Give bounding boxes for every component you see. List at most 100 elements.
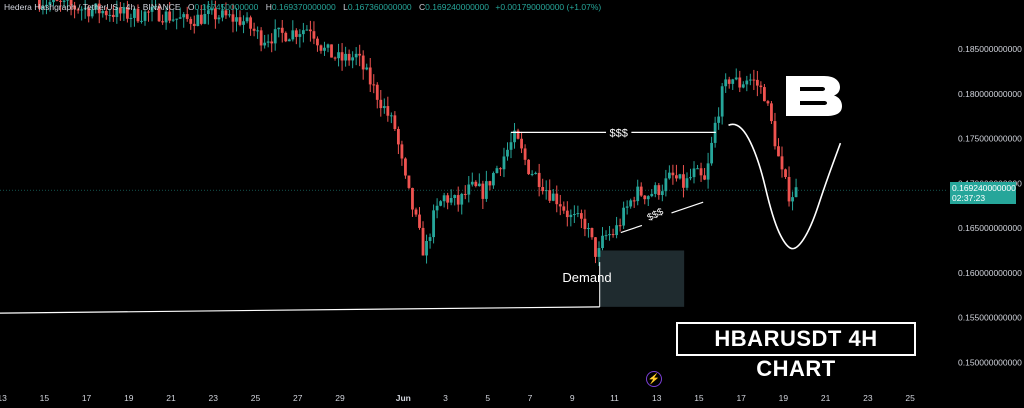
candle-body-79 xyxy=(316,38,319,46)
candle-body-94 xyxy=(368,67,372,85)
candle-body-143 xyxy=(541,187,545,192)
y-tick-label-0: 0.185000000000 xyxy=(958,44,1022,54)
candle-body-74 xyxy=(298,34,302,37)
candle-body-197 xyxy=(731,79,735,84)
high-label: H xyxy=(265,2,272,12)
candle-body-14 xyxy=(87,7,91,17)
candle-body-10 xyxy=(73,5,77,10)
candle-body-5 xyxy=(55,0,59,1)
candle-body-214 xyxy=(791,197,794,202)
candle-body-114 xyxy=(439,201,443,206)
candle-body-89 xyxy=(351,57,355,61)
candle-body-66 xyxy=(270,41,274,44)
candle-body-174 xyxy=(650,193,654,197)
candle-body-173 xyxy=(646,196,650,200)
candle-body-55 xyxy=(231,14,235,22)
candle-body-60 xyxy=(249,17,252,29)
x-tick-label-1: 15 xyxy=(40,393,50,403)
candle-body-155 xyxy=(583,218,587,230)
low-label: L xyxy=(343,2,348,12)
candle-body-26 xyxy=(129,17,133,19)
projection-curve xyxy=(728,123,842,250)
candle-body-163 xyxy=(611,234,615,236)
candle-body-82 xyxy=(326,44,330,48)
candle-body-102 xyxy=(396,128,400,145)
candle-body-3 xyxy=(48,2,52,5)
candle-body-139 xyxy=(527,159,531,175)
liquidity-trend-line-left xyxy=(620,224,643,234)
candle-body-137 xyxy=(520,138,523,149)
candle-body-76 xyxy=(305,29,309,31)
current-price-tag: 0.169240000000 02:37:23 xyxy=(950,182,1016,204)
x-tick-label-6: 25 xyxy=(251,393,261,403)
candle-body-98 xyxy=(382,106,386,109)
candle-body-9 xyxy=(69,0,73,6)
candle-body-75 xyxy=(301,30,305,35)
candle-body-116 xyxy=(446,195,450,203)
candle-body-165 xyxy=(618,225,622,227)
candle-body-71 xyxy=(287,39,291,42)
candle-body-46 xyxy=(199,14,203,24)
candle-body-172 xyxy=(643,195,647,200)
candle-body-212 xyxy=(784,169,787,177)
candles xyxy=(38,0,798,267)
candle-body-42 xyxy=(185,14,189,19)
candle-body-70 xyxy=(284,32,288,42)
candle-body-113 xyxy=(435,205,439,211)
candle-body-131 xyxy=(499,168,502,170)
candle-body-40 xyxy=(178,17,182,19)
candle-body-135 xyxy=(513,130,516,143)
candle-body-35 xyxy=(161,21,164,23)
candle-body-54 xyxy=(228,14,231,16)
candle-body-210 xyxy=(777,146,780,157)
candle-body-194 xyxy=(720,86,724,117)
x-tick-label-16: 15 xyxy=(694,393,704,403)
candle-body-200 xyxy=(741,84,745,88)
symbol-legend: Hedera Hashgraph / TetherUS · 4h · BINAN… xyxy=(4,2,601,12)
y-tick-label-7: 0.150000000000 xyxy=(958,357,1022,367)
candle-body-91 xyxy=(358,53,362,56)
candle-body-86 xyxy=(340,52,344,61)
candle-body-109 xyxy=(421,227,425,256)
candle-body-39 xyxy=(175,18,179,20)
candle-body-77 xyxy=(309,29,312,32)
candle-body-119 xyxy=(456,195,460,205)
candle-body-178 xyxy=(664,178,668,192)
x-tick-label-17: 17 xyxy=(736,393,746,403)
candle-body-123 xyxy=(470,181,474,185)
candle-body-144 xyxy=(544,190,548,192)
candle-body-15 xyxy=(90,9,94,17)
candle-body-175 xyxy=(653,185,657,194)
candle-body-48 xyxy=(206,10,210,14)
candle-body-24 xyxy=(122,7,126,14)
candle-body-170 xyxy=(636,186,640,202)
candle-body-208 xyxy=(770,103,773,122)
candle-body-93 xyxy=(365,67,369,70)
candle-body-133 xyxy=(506,149,509,157)
x-tick-label-3: 19 xyxy=(124,393,134,403)
x-tick-label-20: 23 xyxy=(863,393,873,403)
candle-body-0 xyxy=(38,0,41,9)
candle-body-23 xyxy=(118,7,122,14)
candle-body-61 xyxy=(252,28,256,31)
candle-body-147 xyxy=(555,193,559,205)
candle-body-177 xyxy=(660,191,664,196)
x-tick-label-2: 17 xyxy=(82,393,92,403)
candle-body-30 xyxy=(143,11,147,21)
candle-body-168 xyxy=(629,200,633,207)
close-label: C xyxy=(419,2,426,12)
candle-countdown: 02:37:23 xyxy=(952,193,986,203)
candle-body-185 xyxy=(689,177,692,179)
lightning-icon[interactable]: ⚡ xyxy=(646,371,662,387)
candle-body-62 xyxy=(256,30,260,32)
candle-body-209 xyxy=(773,121,777,147)
x-tick-label-14: 11 xyxy=(610,393,619,403)
candle-body-25 xyxy=(126,7,129,19)
x-tick-label-7: 27 xyxy=(293,393,303,403)
candle-body-18 xyxy=(101,10,105,14)
candle-body-181 xyxy=(675,175,678,179)
candle-body-44 xyxy=(192,23,196,26)
candle-body-213 xyxy=(787,176,791,202)
candle-body-85 xyxy=(337,52,340,59)
